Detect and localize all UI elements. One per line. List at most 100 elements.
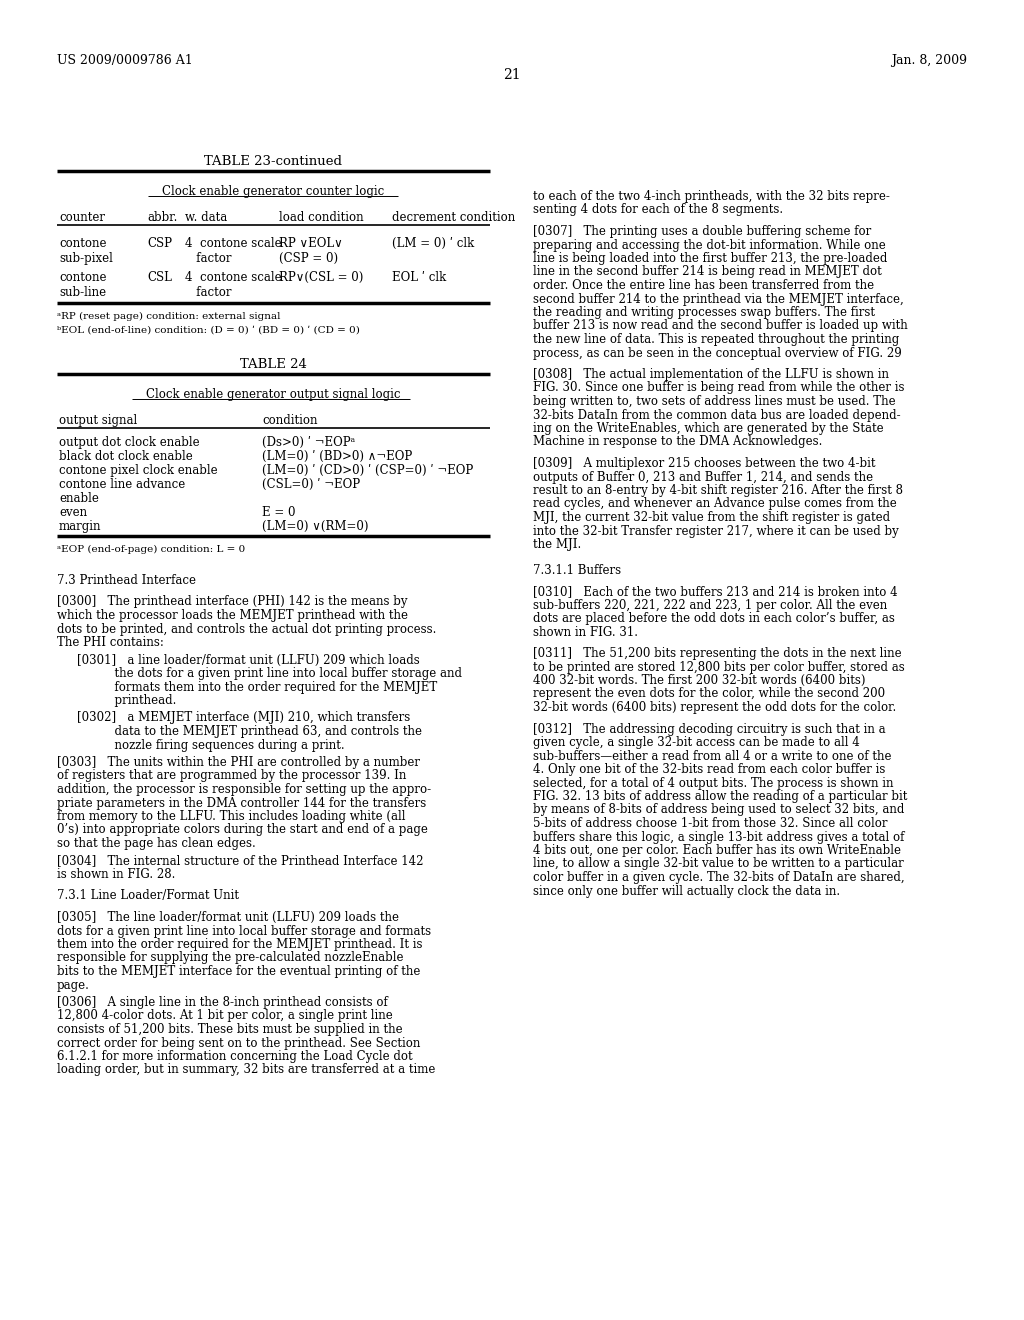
Text: TABLE 24: TABLE 24 xyxy=(240,358,307,371)
Text: order. Once the entire line has been transferred from the: order. Once the entire line has been tra… xyxy=(534,279,874,292)
Text: bits to the MEMJET interface for the eventual printing of the: bits to the MEMJET interface for the eve… xyxy=(57,965,421,978)
Text: represent the even dots for the color, while the second 200: represent the even dots for the color, w… xyxy=(534,688,885,701)
Text: w. data: w. data xyxy=(185,211,227,224)
Text: being written to, two sets of address lines must be used. The: being written to, two sets of address li… xyxy=(534,395,896,408)
Text: 4 bits out, one per color. Each buffer has its own WriteEnable: 4 bits out, one per color. Each buffer h… xyxy=(534,843,901,857)
Text: the dots for a given print line into local buffer storage and: the dots for a given print line into loc… xyxy=(92,667,462,680)
Text: by means of 8-bits of address being used to select 32 bits, and: by means of 8-bits of address being used… xyxy=(534,804,904,817)
Text: line, to allow a single 32-bit value to be written to a particular: line, to allow a single 32-bit value to … xyxy=(534,858,904,870)
Text: buffer 213 is now read and the second buffer is loaded up with: buffer 213 is now read and the second bu… xyxy=(534,319,907,333)
Text: [0307]   The printing uses a double buffering scheme for: [0307] The printing uses a double buffer… xyxy=(534,224,871,238)
Text: buffers share this logic, a single 13-bit address gives a total of: buffers share this logic, a single 13-bi… xyxy=(534,830,904,843)
Text: 7.3 Printhead Interface: 7.3 Printhead Interface xyxy=(57,574,196,587)
Text: preparing and accessing the dot-bit information. While one: preparing and accessing the dot-bit info… xyxy=(534,239,886,252)
Text: The PHI contains:: The PHI contains: xyxy=(57,636,164,649)
Text: read cycles, and whenever an Advance pulse comes from the: read cycles, and whenever an Advance pul… xyxy=(534,498,897,511)
Text: contone: contone xyxy=(59,238,106,249)
Text: printhead.: printhead. xyxy=(92,694,176,708)
Text: [0308]   The actual implementation of the LLFU is shown in: [0308] The actual implementation of the … xyxy=(534,368,889,381)
Text: [0304]   The internal structure of the Printhead Interface 142: [0304] The internal structure of the Pri… xyxy=(57,854,424,867)
Text: ᵇEOL (end-of-line) condition: (D = 0) ʹ (BD = 0) ʹ (CD = 0): ᵇEOL (end-of-line) condition: (D = 0) ʹ … xyxy=(57,326,359,335)
Text: (CSP = 0): (CSP = 0) xyxy=(279,252,338,265)
Text: ing on the WriteEnables, which are generated by the State: ing on the WriteEnables, which are gener… xyxy=(534,422,884,436)
Text: [0303]   The units within the PHI are controlled by a number: [0303] The units within the PHI are cont… xyxy=(57,756,420,770)
Text: 5-bits of address choose 1-bit from those 32. Since all color: 5-bits of address choose 1-bit from thos… xyxy=(534,817,888,830)
Text: into the 32-bit Transfer register 217, where it can be used by: into the 32-bit Transfer register 217, w… xyxy=(534,524,899,537)
Text: 4  contone scale: 4 contone scale xyxy=(185,238,282,249)
Text: 7.3.1 Line Loader/Format Unit: 7.3.1 Line Loader/Format Unit xyxy=(57,890,239,903)
Text: line in the second buffer 214 is being read in MEMJET dot: line in the second buffer 214 is being r… xyxy=(534,265,882,279)
Text: [0305]   The line loader/format unit (LLFU) 209 loads the: [0305] The line loader/format unit (LLFU… xyxy=(57,911,399,924)
Text: CSL: CSL xyxy=(147,271,172,284)
Text: sub-buffers 220, 221, 222 and 223, 1 per color. All the even: sub-buffers 220, 221, 222 and 223, 1 per… xyxy=(534,598,887,611)
Text: selected, for a total of 4 output bits. The process is shown in: selected, for a total of 4 output bits. … xyxy=(534,776,894,789)
Text: color buffer in a given cycle. The 32-bits of DataIn are shared,: color buffer in a given cycle. The 32-bi… xyxy=(534,871,904,884)
Text: responsible for supplying the pre-calculated nozzleEnable: responsible for supplying the pre-calcul… xyxy=(57,952,403,965)
Text: formats them into the order required for the MEMJET: formats them into the order required for… xyxy=(92,681,437,693)
Text: Clock enable generator counter logic: Clock enable generator counter logic xyxy=(163,185,385,198)
Text: (CSL=0) ʹ ¬EOP: (CSL=0) ʹ ¬EOP xyxy=(262,478,360,491)
Text: to each of the two 4-inch printheads, with the 32 bits repre-: to each of the two 4-inch printheads, wi… xyxy=(534,190,890,203)
Text: enable: enable xyxy=(59,492,99,506)
Text: [0311]   The 51,200 bits representing the dots in the next line: [0311] The 51,200 bits representing the … xyxy=(534,647,901,660)
Text: [0312]   The addressing decoding circuitry is such that in a: [0312] The addressing decoding circuitry… xyxy=(534,722,886,735)
Text: second buffer 214 to the printhead via the MEMJET interface,: second buffer 214 to the printhead via t… xyxy=(534,293,904,305)
Text: result to an 8-entry by 4-bit shift register 216. After the first 8: result to an 8-entry by 4-bit shift regi… xyxy=(534,484,903,498)
Text: process, as can be seen in the conceptual overview of FIG. 29: process, as can be seen in the conceptua… xyxy=(534,346,902,359)
Text: Clock enable generator output signal logic: Clock enable generator output signal log… xyxy=(146,388,400,401)
Text: since only one buffer will actually clock the data in.: since only one buffer will actually cloc… xyxy=(534,884,840,898)
Text: output dot clock enable: output dot clock enable xyxy=(59,436,200,449)
Text: priate parameters in the DMA controller 144 for the transfers: priate parameters in the DMA controller … xyxy=(57,796,426,809)
Text: condition: condition xyxy=(262,414,317,426)
Text: ᵃEOP (end-of-page) condition: L = 0: ᵃEOP (end-of-page) condition: L = 0 xyxy=(57,545,246,554)
Text: 4. Only one bit of the 32-bits read from each color buffer is: 4. Only one bit of the 32-bits read from… xyxy=(534,763,886,776)
Text: RP∨(CSL = 0): RP∨(CSL = 0) xyxy=(279,271,364,284)
Text: CSP: CSP xyxy=(147,238,172,249)
Text: [0300]   The printhead interface (PHI) 142 is the means by: [0300] The printhead interface (PHI) 142… xyxy=(57,595,408,609)
Text: correct order for being sent on to the printhead. See Section: correct order for being sent on to the p… xyxy=(57,1036,421,1049)
Text: (LM=0) ʹ (CD>0) ʹ (CSP=0) ʹ ¬EOP: (LM=0) ʹ (CD>0) ʹ (CSP=0) ʹ ¬EOP xyxy=(262,465,473,477)
Text: 32-bits DataIn from the common data bus are loaded depend-: 32-bits DataIn from the common data bus … xyxy=(534,408,901,421)
Text: factor: factor xyxy=(185,252,231,265)
Text: contone line advance: contone line advance xyxy=(59,478,185,491)
Text: MJI, the current 32-bit value from the shift register is gated: MJI, the current 32-bit value from the s… xyxy=(534,511,890,524)
Text: 6.1.2.1 for more information concerning the Load Cycle dot: 6.1.2.1 for more information concerning … xyxy=(57,1049,413,1063)
Text: senting 4 dots for each of the 8 segments.: senting 4 dots for each of the 8 segment… xyxy=(534,203,783,216)
Text: nozzle firing sequences during a print.: nozzle firing sequences during a print. xyxy=(92,738,345,751)
Text: outputs of Buffer 0, 213 and Buffer 1, 214, and sends the: outputs of Buffer 0, 213 and Buffer 1, 2… xyxy=(534,470,873,483)
Text: from memory to the LLFU. This includes loading white (all: from memory to the LLFU. This includes l… xyxy=(57,810,406,822)
Text: [0301]   a line loader/format unit (LLFU) 209 which loads: [0301] a line loader/format unit (LLFU) … xyxy=(77,653,420,667)
Text: TABLE 23-continued: TABLE 23-continued xyxy=(205,154,342,168)
Text: load condition: load condition xyxy=(279,211,364,224)
Text: sub-line: sub-line xyxy=(59,286,106,300)
Text: the reading and writing processes swap buffers. The first: the reading and writing processes swap b… xyxy=(534,306,874,319)
Text: dots to be printed, and controls the actual dot printing process.: dots to be printed, and controls the act… xyxy=(57,623,436,635)
Text: them into the order required for the MEMJET printhead. It is: them into the order required for the MEM… xyxy=(57,939,423,950)
Text: abbr.: abbr. xyxy=(147,211,177,224)
Text: the MJI.: the MJI. xyxy=(534,539,582,550)
Text: 4  contone scale: 4 contone scale xyxy=(185,271,282,284)
Text: 0’s) into appropriate colors during the start and end of a page: 0’s) into appropriate colors during the … xyxy=(57,824,428,837)
Text: FIG. 32. 13 bits of address allow the reading of a particular bit: FIG. 32. 13 bits of address allow the re… xyxy=(534,789,907,803)
Text: (Ds>0) ʹ ¬EOPᵃ: (Ds>0) ʹ ¬EOPᵃ xyxy=(262,436,355,449)
Text: sub-buffers—either a read from all 4 or a write to one of the: sub-buffers—either a read from all 4 or … xyxy=(534,750,892,763)
Text: counter: counter xyxy=(59,211,105,224)
Text: consists of 51,200 bits. These bits must be supplied in the: consists of 51,200 bits. These bits must… xyxy=(57,1023,402,1036)
Text: 12,800 4-color dots. At 1 bit per color, a single print line: 12,800 4-color dots. At 1 bit per color,… xyxy=(57,1010,393,1023)
Text: 400 32-bit words. The first 200 32-bit words (6400 bits): 400 32-bit words. The first 200 32-bit w… xyxy=(534,675,865,686)
Text: shown in FIG. 31.: shown in FIG. 31. xyxy=(534,626,638,639)
Text: to be printed are stored 12,800 bits per color buffer, stored as: to be printed are stored 12,800 bits per… xyxy=(534,660,905,673)
Text: of registers that are programmed by the processor 139. In: of registers that are programmed by the … xyxy=(57,770,407,783)
Text: (LM=0) ʹ (BD>0) ∧¬EOP: (LM=0) ʹ (BD>0) ∧¬EOP xyxy=(262,450,413,463)
Text: factor: factor xyxy=(185,286,231,300)
Text: is shown in FIG. 28.: is shown in FIG. 28. xyxy=(57,869,175,880)
Text: [0302]   a MEMJET interface (MJI) 210, which transfers: [0302] a MEMJET interface (MJI) 210, whi… xyxy=(77,711,411,725)
Text: 21: 21 xyxy=(503,69,521,82)
Text: (LM = 0) ʹ clk: (LM = 0) ʹ clk xyxy=(392,238,474,249)
Text: given cycle, a single 32-bit access can be made to all 4: given cycle, a single 32-bit access can … xyxy=(534,737,860,748)
Text: Jan. 8, 2009: Jan. 8, 2009 xyxy=(891,54,967,67)
Text: margin: margin xyxy=(59,520,101,533)
Text: the new line of data. This is repeated throughout the printing: the new line of data. This is repeated t… xyxy=(534,333,899,346)
Text: 32-bit words (6400 bits) represent the odd dots for the color.: 32-bit words (6400 bits) represent the o… xyxy=(534,701,896,714)
Text: FIG. 30. Since one buffer is being read from while the other is: FIG. 30. Since one buffer is being read … xyxy=(534,381,904,395)
